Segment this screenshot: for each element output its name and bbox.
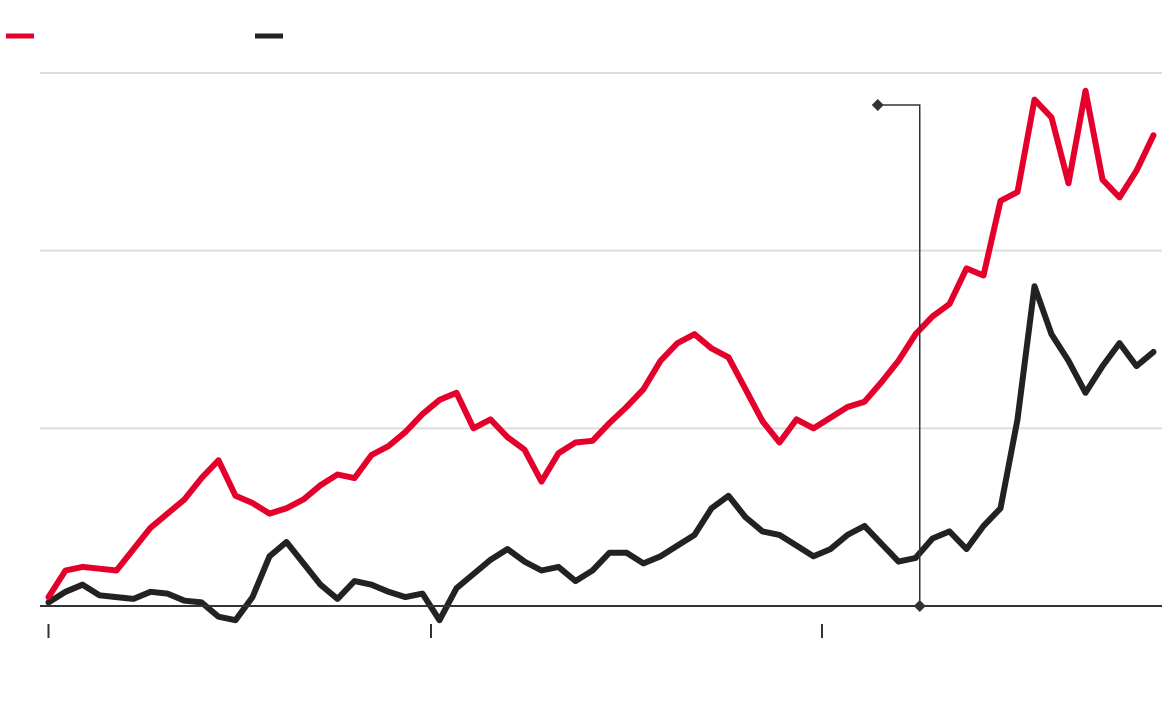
annotation-marker-top-1: [871, 98, 884, 111]
series-layer: [45, 87, 1157, 624]
series-line-2: [45, 283, 1157, 624]
x-axis-ticks: [47, 624, 823, 638]
gridlines: [40, 72, 1162, 430]
series-line-1: [45, 87, 1157, 601]
annotation-leader-1: [877, 104, 921, 606]
annotations: [871, 98, 926, 612]
annotation-marker-bottom-1: [913, 600, 926, 612]
